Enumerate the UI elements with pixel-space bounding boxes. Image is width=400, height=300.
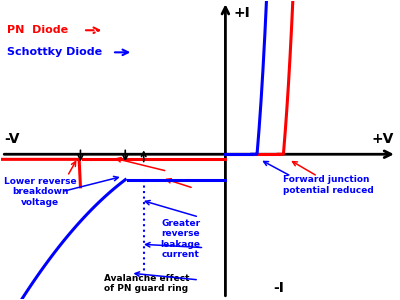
Text: Lower reverse
breakdown
voltage: Lower reverse breakdown voltage [4, 177, 77, 206]
Text: -V: -V [4, 132, 20, 146]
Text: PN  Diode: PN Diode [7, 25, 68, 35]
Text: +I: +I [233, 7, 250, 20]
Text: Greater
reverse
leakage
current: Greater reverse leakage current [161, 219, 201, 259]
Text: -I: -I [273, 281, 284, 295]
Text: +V: +V [372, 132, 394, 146]
Text: Avalanche effect
of PN guard ring: Avalanche effect of PN guard ring [104, 274, 189, 293]
Text: Schottky Diode: Schottky Diode [7, 47, 102, 57]
Text: Forward junction
potential reduced: Forward junction potential reduced [283, 175, 374, 194]
